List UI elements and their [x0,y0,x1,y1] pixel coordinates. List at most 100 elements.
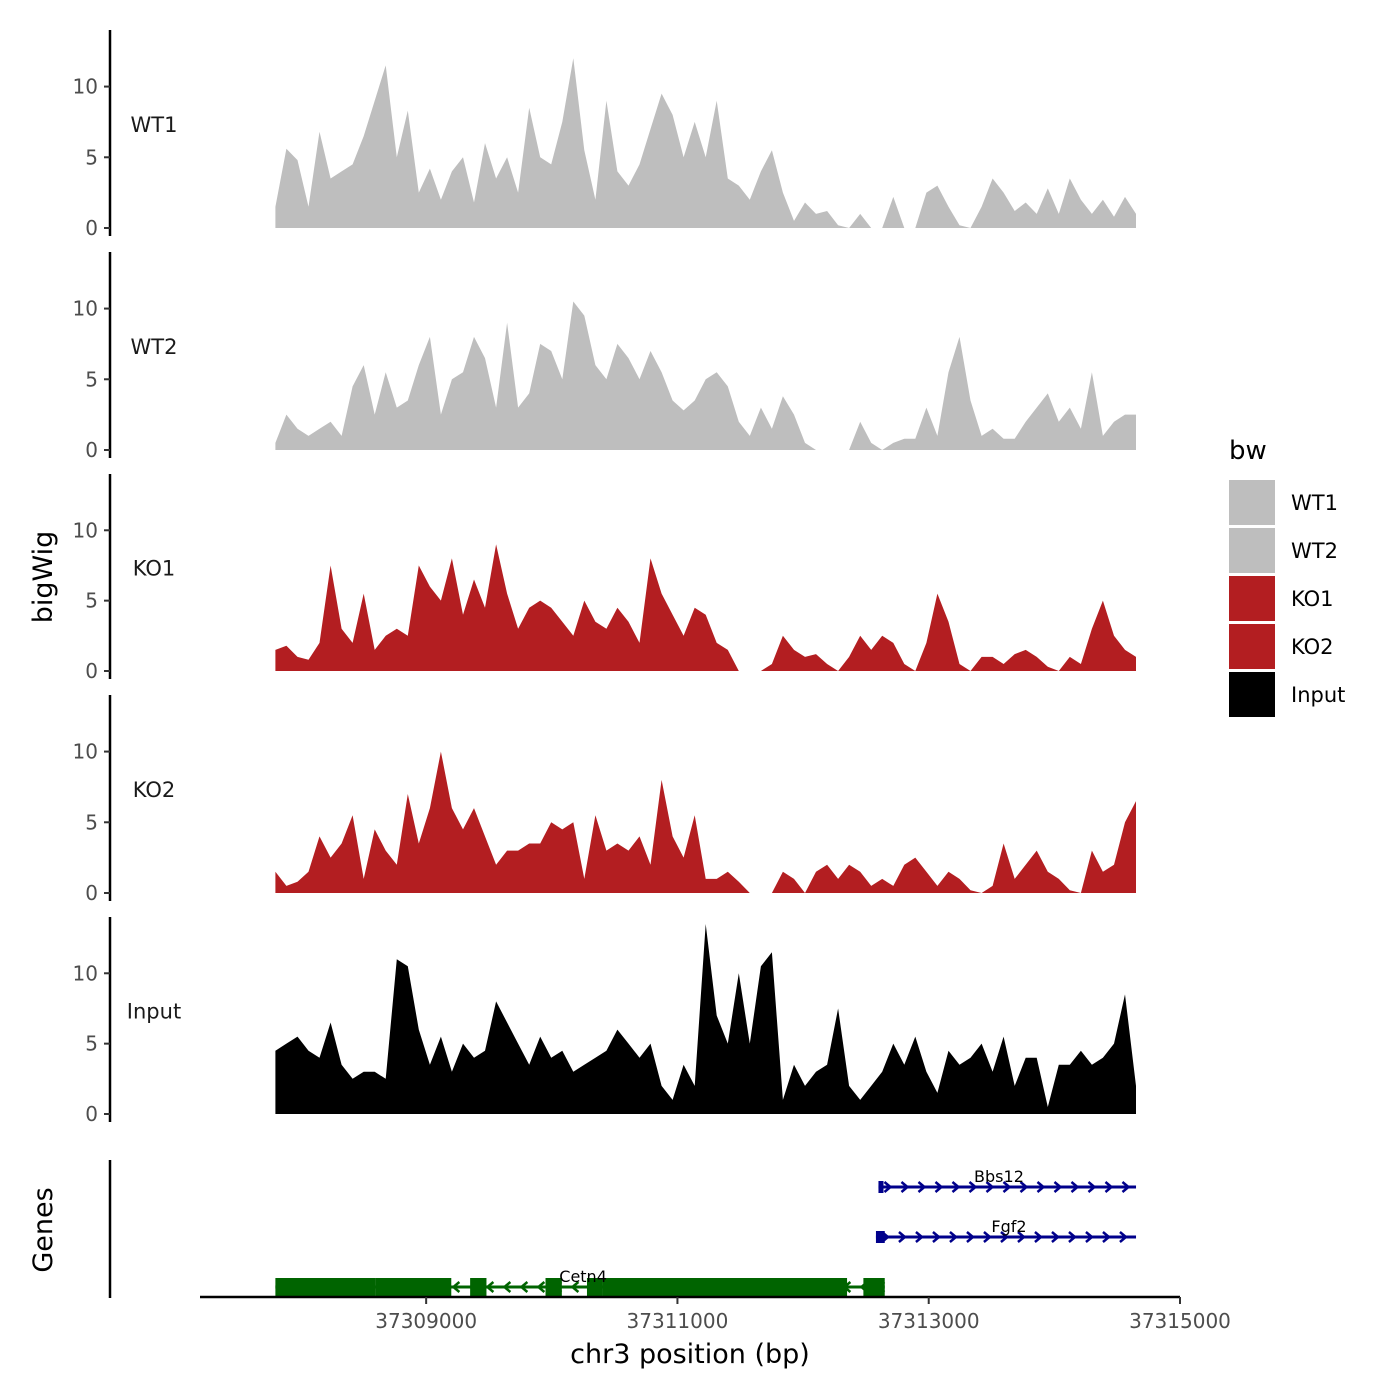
strand-arrow [485,1281,495,1293]
strand-arrow [570,1281,580,1293]
signal-area-ko1 [275,544,1136,671]
strand-arrow [1121,1181,1131,1193]
strand-arrow [1051,1231,1060,1243]
strand-arrow [951,1181,961,1193]
strand-arrow [1019,1181,1029,1193]
y-tick-label: 5 [85,367,98,391]
legend-label: KO2 [1291,635,1334,659]
strand-arrow [949,1231,958,1243]
exon [545,1278,562,1296]
legend-label: Input [1291,683,1345,707]
strand-arrow [1085,1231,1094,1243]
strand-arrow [451,1281,461,1293]
legend-item-ko2: KO2 [1229,624,1334,669]
track-label-ko1: KO1 [133,556,176,580]
signal-area-input [275,924,1136,1114]
exon [375,1278,452,1296]
x-tick-label: 37311000 [627,1309,729,1333]
strand-arrow [917,1181,927,1193]
legend-item-input: Input [1229,672,1345,717]
legend-swatch [1229,672,1275,717]
signal-area-wt2 [275,301,1136,450]
strand-arrow [983,1231,992,1243]
y-tick-label: 5 [85,145,98,169]
track-label-wt2: WT2 [131,335,178,359]
track-ko2: 0 5 10 KO2 [73,695,1136,905]
y-tick-label: 10 [73,518,98,542]
strand-arrow [932,1231,941,1243]
genes-panel: Bbs12 Fgf2 Cetn4 [108,1160,1137,1298]
x-axis: 37309000 37311000 37313000 37315000 [200,1295,1231,1333]
track-ko1: 0 5 10 KO1 [73,474,1136,683]
legend-swatch [1229,624,1275,669]
strand-arrow [985,1181,995,1193]
y-tick-label: 10 [73,75,98,99]
gene-label: Cetn4 [559,1267,607,1286]
strand-arrow [1000,1231,1009,1243]
legend-item-wt1: WT1 [1229,480,1338,525]
exon [863,1278,885,1296]
legend: WT1 WT2 KO1 KO2 Input [1229,480,1345,717]
signal-area-ko2 [275,751,1136,893]
strand-arrow [1017,1231,1026,1243]
track-wt1: 0 5 10 WT1 [73,30,1136,240]
strand-arrow [900,1181,910,1193]
y-tick-label: 0 [85,438,98,462]
y-tick-label: 10 [73,961,98,985]
y-tick-label: 5 [85,1032,98,1056]
strand-arrow [1119,1231,1128,1243]
exon [875,1231,885,1243]
exon [275,1278,376,1296]
strand-arrow [968,1181,978,1193]
strand-arrow [1068,1231,1077,1243]
strand-arrow [1102,1231,1111,1243]
track-input: 0 5 10 Input [73,917,1136,1126]
y-axis-title: bigWig [28,531,59,624]
strand-arrow [1104,1181,1114,1193]
legend-swatch [1229,576,1275,621]
gene-cetn4: Cetn4 [275,1267,886,1296]
gene-fgf2: Fgf2 [875,1217,1137,1243]
legend-item-ko1: KO1 [1229,576,1334,621]
legend-swatch [1229,480,1275,525]
gene-label: Fgf2 [991,1217,1026,1236]
track-label-wt1: WT1 [131,113,178,137]
strand-arrow [1034,1231,1043,1243]
y-tick-label: 0 [85,659,98,683]
strand-arrow [1087,1181,1097,1193]
strand-arrow [934,1181,944,1193]
track-panels: 0 5 10 WT1 0 5 10 WT2 0 5 10 KO1 0 5 10 KO2 0 5 10 Input [73,30,1136,1126]
strand-arrow [536,1281,546,1293]
track-label-input: Input [127,999,181,1023]
x-tick-label: 37315000 [1129,1309,1231,1333]
y-tick-label: 5 [85,810,98,834]
x-tick-label: 37313000 [878,1309,980,1333]
y-tick-label: 0 [85,216,98,240]
y-tick-label: 5 [85,589,98,613]
strand-arrow [502,1281,512,1293]
exon [878,1181,884,1193]
exon [602,1278,848,1296]
strand-arrow [1036,1181,1046,1193]
signal-area-wt1 [275,58,1136,228]
strand-arrow [915,1231,924,1243]
strand-arrow [1070,1181,1080,1193]
legend-label: KO1 [1291,587,1334,611]
x-axis-title: chr3 position (bp) [570,1339,810,1370]
strand-arrow [519,1281,529,1293]
y-tick-label: 0 [85,881,98,905]
legend-item-wt2: WT2 [1229,528,1338,573]
exon [470,1278,487,1296]
x-tick-label: 37309000 [375,1309,477,1333]
y-tick-label: 0 [85,1102,98,1126]
legend-title: bw [1229,436,1267,466]
genes-axis-title: Genes [28,1187,59,1272]
exon [586,1278,603,1296]
y-tick-label: 10 [73,740,98,764]
legend-label: WT1 [1291,491,1338,515]
strand-arrow [1053,1181,1063,1193]
y-tick-label: 10 [73,297,98,321]
legend-swatch [1229,528,1275,573]
gene-bbs12: Bbs12 [878,1167,1137,1193]
